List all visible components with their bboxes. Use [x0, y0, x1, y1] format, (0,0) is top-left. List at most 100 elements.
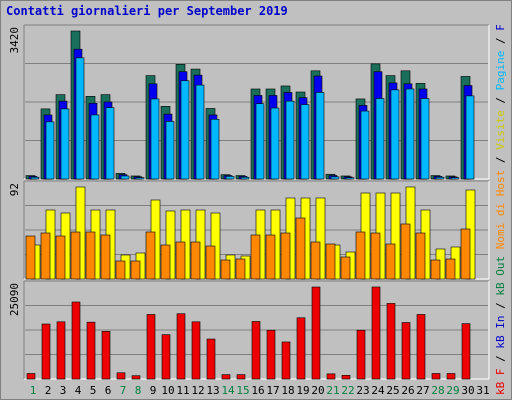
bar-host: [145, 231, 156, 280]
legend-text: kB F / kB In / kB Out Nomi di Host / Vis…: [494, 25, 507, 395]
day-label: 1: [30, 384, 37, 397]
bar-pagine: [105, 107, 115, 180]
bar-kbf: [431, 373, 441, 380]
bar-host: [310, 241, 321, 280]
bar-pagine: [240, 176, 250, 180]
bar-pagine: [180, 80, 190, 180]
bar-pagine: [450, 177, 460, 180]
bar-pagine: [45, 121, 55, 180]
bar-host: [55, 235, 66, 280]
bar-pagine: [435, 176, 445, 180]
legend-item: File: [494, 25, 507, 31]
bar-pagine: [60, 108, 70, 180]
day-label: 10: [161, 384, 174, 397]
bar-host: [385, 243, 396, 280]
bar-kbf: [386, 303, 396, 380]
day-label: 9: [150, 384, 157, 397]
bar-kbf: [251, 321, 261, 380]
day-label: 11: [176, 384, 189, 397]
day-label: 30: [461, 384, 474, 397]
day-label: 26: [401, 384, 414, 397]
bar-kbf: [116, 372, 126, 380]
day-label: 12: [191, 384, 204, 397]
y-max-label: 3420: [8, 27, 21, 54]
bar-pagine: [120, 175, 130, 180]
day-label: 22: [341, 384, 354, 397]
bar-host: [445, 258, 456, 280]
bar-pagine: [165, 121, 175, 180]
legend-item: /: [494, 150, 507, 163]
day-label: 29: [446, 384, 459, 397]
y-max-label: 25090: [8, 283, 21, 316]
bar-kbf: [56, 321, 66, 380]
day-label: 14: [221, 384, 235, 397]
day-label: 8: [135, 384, 142, 397]
legend-item: /: [494, 349, 507, 362]
bar-kbf: [176, 313, 186, 380]
chart-title: Contatti giornalieri per September 2019: [6, 4, 288, 18]
legend-item: kB F: [494, 362, 507, 395]
bar-host: [280, 232, 291, 280]
bar-pagine: [420, 98, 430, 180]
legend-item: Visite: [494, 104, 507, 150]
bar-host: [250, 234, 261, 280]
day-label: 4: [75, 384, 82, 397]
bar-pagine: [150, 98, 160, 180]
bar-kbf: [341, 375, 351, 380]
bar-kbf: [26, 373, 36, 380]
bar-pagine: [315, 92, 325, 180]
bar-host: [370, 232, 381, 280]
bar-pagine: [300, 104, 310, 180]
bar-kbf: [326, 373, 336, 380]
bar-kbf: [236, 374, 246, 380]
bar-pagine: [135, 177, 145, 180]
bar-kbf: [206, 338, 216, 380]
bar-pagine: [90, 114, 100, 180]
legend-item: /: [494, 296, 507, 309]
bar-host: [235, 258, 246, 280]
bar-pagine: [195, 84, 205, 180]
bar-host: [220, 259, 231, 280]
bar-host: [355, 231, 366, 280]
bar-kbf: [311, 286, 321, 380]
legend-item: Pagine: [494, 44, 507, 90]
legend-item: kB In: [494, 309, 507, 349]
day-label: 6: [105, 384, 112, 397]
side-legend: kB F / kB In / kB Out Nomi di Host / Vis…: [494, 25, 507, 395]
day-label: 13: [206, 384, 219, 397]
day-label: 17: [266, 384, 279, 397]
legend-item: /: [494, 90, 507, 103]
day-label: 16: [251, 384, 264, 397]
day-label: 18: [281, 384, 294, 397]
legend-item: kB Out: [494, 249, 507, 295]
bar-kbf: [101, 331, 111, 380]
bar-host: [430, 259, 441, 280]
bar-host: [100, 234, 111, 280]
day-label: 23: [356, 384, 369, 397]
day-label: 19: [296, 384, 309, 397]
bar-kbf: [266, 329, 276, 380]
bar-pagine: [375, 98, 385, 180]
bar-kbf: [191, 321, 201, 380]
bar-kbf: [71, 301, 81, 380]
bar-pagine: [30, 176, 40, 180]
bar-pagine: [390, 89, 400, 180]
bar-pagine: [75, 57, 85, 180]
bar-host: [415, 232, 426, 280]
bar-pagine: [345, 177, 355, 180]
bar-host: [70, 231, 81, 280]
day-label: 24: [371, 384, 385, 397]
bar-kbf: [296, 317, 306, 380]
bar-host: [130, 260, 141, 280]
bar-host: [190, 241, 201, 280]
bar-kbf: [221, 374, 231, 380]
bar-pagine: [270, 107, 280, 180]
day-label: 28: [431, 384, 444, 397]
bar-kbf: [131, 375, 141, 380]
day-label: 27: [416, 384, 429, 397]
day-label: 5: [90, 384, 97, 397]
bar-kbf: [146, 314, 156, 380]
bar-visite: [315, 197, 326, 280]
